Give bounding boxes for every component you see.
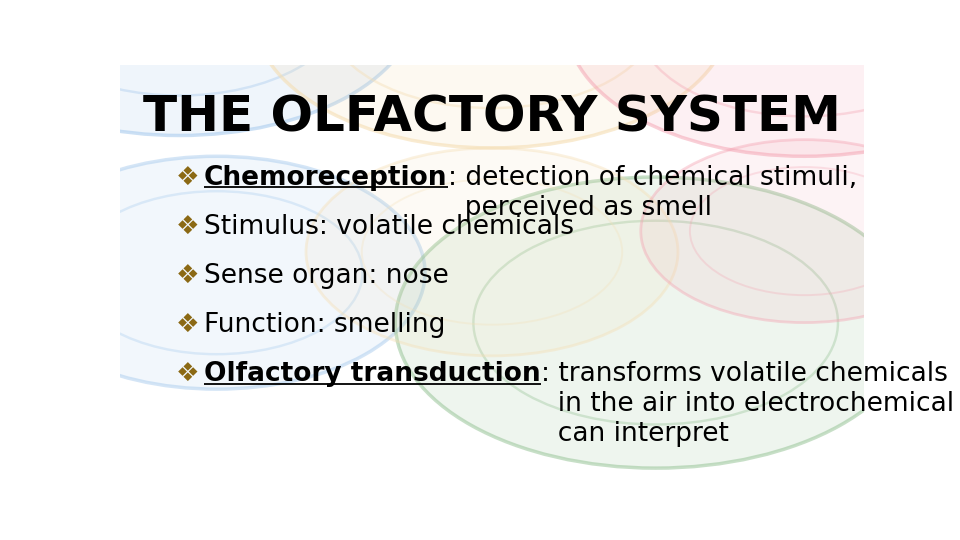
Text: Olfactory transduction: Olfactory transduction [204, 361, 540, 387]
Circle shape [9, 156, 425, 389]
Text: THE OLFACTORY SYSTEM: THE OLFACTORY SYSTEM [143, 94, 841, 142]
Circle shape [306, 148, 678, 356]
Text: ❖: ❖ [176, 361, 200, 387]
Text: : transforms volatile chemicals
  in the air into electrochemical impulses that : : transforms volatile chemicals in the a… [540, 361, 960, 447]
Text: Chemoreception: Chemoreception [204, 165, 447, 191]
Text: ❖: ❖ [176, 263, 200, 289]
Circle shape [396, 177, 916, 468]
Text: : detection of chemical stimuli,
  perceived as smell: : detection of chemical stimuli, perceiv… [447, 165, 857, 221]
Text: ❖: ❖ [176, 312, 200, 338]
Circle shape [0, 0, 418, 136]
Text: Stimulus: volatile chemicals: Stimulus: volatile chemicals [204, 214, 574, 240]
Text: Sense organ: nose: Sense organ: nose [204, 263, 449, 289]
Text: Function: smelling: Function: smelling [204, 312, 445, 338]
Circle shape [253, 0, 731, 148]
Circle shape [566, 0, 960, 156]
Text: ❖: ❖ [176, 165, 200, 191]
Circle shape [641, 140, 960, 322]
Text: ❖: ❖ [176, 214, 200, 240]
